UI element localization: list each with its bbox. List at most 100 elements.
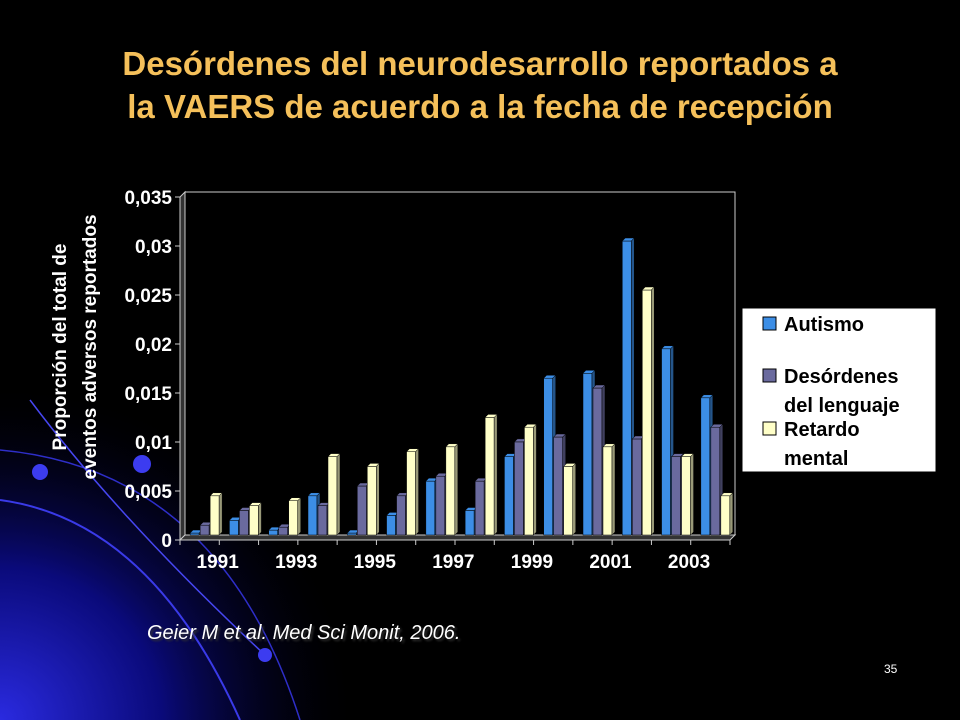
legend-item: Desórdenes del lenguaje [762,366,900,417]
bar-side [415,448,419,536]
y-axis-label: Proporción del total de eventos adversos… [50,214,101,479]
bar-front [543,377,553,536]
bar [288,497,302,536]
bar-side [493,413,498,536]
x-tick-label: 1991 [197,552,240,573]
y-tick-label: 0,02 [135,335,172,356]
bar-front [514,441,524,536]
bar-front [563,466,573,536]
plot-floor [178,534,737,541]
bar-front [582,373,593,536]
bar-side [651,286,655,536]
bar-front [249,505,259,536]
bar [405,448,420,536]
y-axis-ticks: 0 0,005 0,01 0,015 0,02 0,025 0,03 0,035 [124,188,180,552]
bar-front [357,485,367,536]
bar-front [484,417,495,536]
bar-front [367,466,377,536]
y-axis-label-line-1: Proporción del total de [50,244,71,451]
bar-front [396,495,406,536]
bar-front [347,532,357,536]
background-dot-3 [258,648,272,662]
x-tick-label: 1999 [511,552,553,573]
x-tick-label: 2003 [668,552,710,573]
y-tick-label: 0,035 [124,188,172,209]
bar-front [553,436,563,536]
legend-box [741,307,937,473]
bar [248,501,263,536]
bar-front [524,426,534,536]
bar [680,452,695,536]
bar-front [474,480,485,536]
bar-front [464,510,475,536]
y-axis-label-line-2: eventos adversos reportados [80,214,101,479]
bar [445,443,459,536]
bar-side [297,497,301,536]
bar-front [317,505,328,536]
background-dot-1 [32,464,48,480]
bar [720,492,734,536]
bar-series [189,237,734,536]
bar [484,413,498,536]
legend-swatch [762,316,777,331]
bar-side [258,501,262,536]
bar-front [710,426,721,536]
bar-side [533,423,537,536]
plot-side-wall [179,190,186,542]
bar-front [504,456,514,536]
bar-front [386,515,396,536]
bar-front [700,397,711,536]
y-tick-label: 0 [161,531,172,552]
legend-swatch [762,368,777,383]
bar [641,286,655,536]
y-tick-label: 0,005 [124,482,172,503]
legend-label: Autismo [784,314,864,336]
bar-front [445,446,456,536]
x-tick-label: 1997 [432,552,474,573]
bar-front [268,529,278,536]
bar-side [376,462,380,536]
bar-front [189,532,200,536]
bar [366,462,380,536]
x-axis-ticks: 1991 1993 1995 1997 1999 2001 2003 [179,540,731,573]
legend-label: Desórdenes [784,366,899,388]
bar-front [425,480,436,536]
bar-side [572,462,576,536]
bar-side [729,492,734,536]
bar-side [611,443,616,536]
bar-side [690,452,694,536]
bar-front [209,495,220,536]
bar-front [671,456,681,536]
bar-side [336,452,341,536]
bar-front [592,387,603,536]
bar-front [307,495,318,536]
bar-front [602,446,613,536]
y-tick-label: 0,025 [124,286,172,307]
legend-item: Retardo mental [762,419,860,470]
slide-title-line-1: Desórdenes del neurodesarrollo reportado… [122,45,838,82]
bar-front [720,495,731,536]
legend-label: mental [784,448,848,470]
slide-title: Desórdenes del neurodesarrollo reportado… [40,42,920,128]
bar [327,452,341,536]
bar-front [681,456,691,536]
bar [602,443,616,536]
slide-title-line-2: la VAERS de acuerdo a la fecha de recepc… [127,88,833,125]
bar-front [278,526,288,536]
x-tick-label: 2001 [589,552,632,573]
bar [523,423,538,536]
x-tick-label: 1995 [354,552,397,573]
legend-label: del lenguaje [784,395,900,417]
bar-front [622,240,632,536]
slide-number: 35 [884,662,898,676]
bar-front [288,500,298,536]
y-tick-label: 0,03 [135,237,172,258]
bar [209,492,223,536]
bar [563,462,577,536]
bar-side [218,492,223,536]
bar-front [661,348,671,536]
bar-front [406,451,416,536]
y-tick-label: 0,015 [124,384,172,405]
bar-front [229,520,239,536]
